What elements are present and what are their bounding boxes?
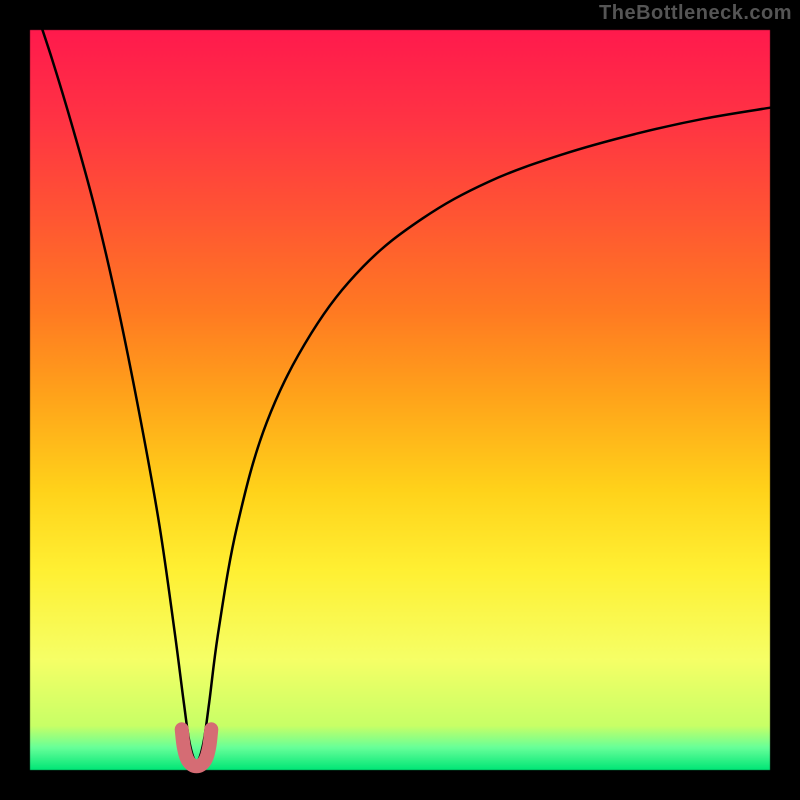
- gradient-background: [0, 0, 800, 800]
- bottleneck-chart: TheBottleneck.com: [0, 0, 800, 800]
- source-watermark: TheBottleneck.com: [599, 2, 792, 25]
